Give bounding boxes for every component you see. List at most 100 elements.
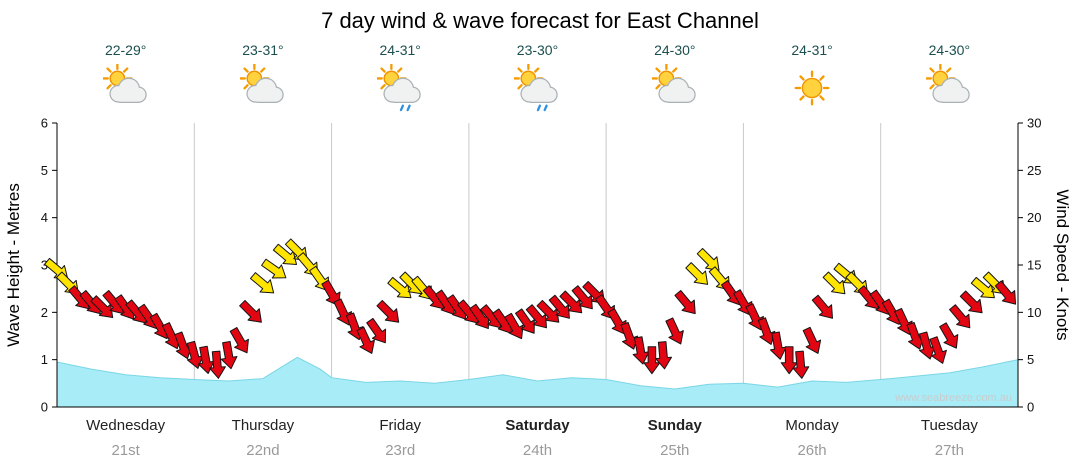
sun-cloud-rain-icon bbox=[376, 63, 421, 112]
wave-tick-label: 1 bbox=[41, 352, 48, 367]
day-label: Monday bbox=[785, 417, 839, 434]
date-label: 25th bbox=[660, 442, 690, 459]
wind-arrow bbox=[939, 322, 959, 349]
day-temp-range: 23-31° bbox=[242, 42, 284, 58]
date-label: 27th bbox=[934, 442, 964, 459]
wind-tick-label: 30 bbox=[1027, 116, 1041, 131]
wind-arrow bbox=[186, 340, 204, 369]
wind-arrow bbox=[515, 308, 535, 334]
wind-arrow bbox=[387, 276, 412, 299]
wind-arrow bbox=[780, 346, 798, 375]
wind-arrow bbox=[655, 341, 673, 370]
day-temp-range: 24-30° bbox=[928, 42, 971, 58]
wind-arrow bbox=[261, 258, 287, 279]
sun-cloud-icon bbox=[925, 63, 971, 104]
day-temp-range: 24-30° bbox=[654, 42, 696, 58]
day-column: 24-31° bbox=[743, 42, 880, 112]
weather-icon-sun-cloud bbox=[881, 63, 1018, 112]
day-column: 23-30° bbox=[469, 42, 606, 112]
sun-cloud-icon bbox=[239, 63, 284, 104]
wind-arrow bbox=[685, 262, 709, 285]
wind-arrow bbox=[90, 295, 114, 318]
wind-arrow bbox=[959, 290, 983, 314]
wind-tick-label: 10 bbox=[1027, 305, 1041, 320]
sun-cloud-icon bbox=[651, 63, 696, 104]
wave-tick-label: 5 bbox=[41, 163, 48, 178]
day-label: Friday bbox=[379, 417, 422, 434]
wind-tick-label: 20 bbox=[1027, 210, 1041, 225]
wind-arrow bbox=[822, 271, 846, 295]
wind-arrow bbox=[239, 299, 262, 323]
weather-icon-sun-cloud-rain bbox=[332, 63, 469, 112]
sun-cloud-rain-icon bbox=[513, 63, 559, 112]
page-title: 7 day wind & wave forecast for East Chan… bbox=[321, 8, 759, 33]
day-label: Tuesday bbox=[920, 417, 978, 434]
day-separators bbox=[193, 123, 882, 407]
wind-arrow bbox=[504, 312, 524, 340]
wind-arrow bbox=[802, 326, 822, 354]
wind-arrow bbox=[220, 340, 238, 370]
wind-arrow bbox=[249, 272, 275, 294]
day-column: 24-30° bbox=[881, 42, 1018, 112]
wind-arrow bbox=[559, 290, 583, 314]
wind-arrow bbox=[208, 350, 226, 379]
sun-icon bbox=[794, 70, 830, 106]
wind-arrow bbox=[994, 280, 1017, 305]
wind-arrow bbox=[197, 345, 215, 374]
wind-arrow bbox=[918, 331, 936, 360]
day-temp-range: 23-30° bbox=[516, 42, 559, 58]
wave-tick-label: 2 bbox=[41, 305, 48, 320]
wind-arrow bbox=[970, 276, 995, 299]
day-temp-range: 24-31° bbox=[379, 42, 421, 58]
day-temp-range: 24-31° bbox=[791, 42, 833, 58]
wind-arrows bbox=[44, 238, 1017, 379]
wave-tick-label: 3 bbox=[41, 258, 48, 273]
wind-tick-label: 15 bbox=[1027, 258, 1041, 273]
wind-arrow bbox=[548, 294, 570, 319]
watermark: www.seabreeze.com.au bbox=[894, 392, 1012, 404]
wind-arrow bbox=[376, 299, 400, 323]
day-label: Saturday bbox=[505, 417, 570, 434]
sun-cloud-icon bbox=[101, 63, 147, 104]
day-temp-range: 22-29° bbox=[104, 42, 147, 58]
wind-arrow bbox=[632, 336, 650, 365]
day-label: Sunday bbox=[647, 417, 702, 434]
wind-arrow bbox=[757, 317, 776, 345]
wind-tick-label: 5 bbox=[1027, 352, 1034, 367]
wind-arrow bbox=[792, 350, 810, 379]
wind-arrow bbox=[571, 285, 593, 310]
weather-icon-sun-cloud bbox=[606, 63, 743, 112]
wind-arrow bbox=[769, 331, 787, 360]
wind-arrow bbox=[665, 317, 684, 345]
wind-arrow bbox=[674, 289, 696, 315]
day-column: 24-31° bbox=[332, 42, 469, 112]
wind-arrow bbox=[643, 346, 661, 375]
wave-tick-label: 6 bbox=[41, 116, 48, 131]
wind-arrow bbox=[525, 304, 547, 329]
wave-tick-label: 0 bbox=[41, 400, 48, 415]
wind-tick-label: 0 bbox=[1027, 400, 1034, 415]
day-column: 23-31° bbox=[194, 42, 331, 112]
date-label: 23rd bbox=[385, 442, 416, 459]
wind-arrow bbox=[321, 279, 341, 307]
day-label: Thursday bbox=[231, 417, 295, 434]
weather-icon-sun-cloud bbox=[194, 63, 331, 112]
day-column: 22-29° bbox=[57, 42, 194, 112]
wind-tick-label: 25 bbox=[1027, 163, 1041, 178]
wind-arrow bbox=[811, 294, 833, 319]
wind-arrow bbox=[949, 304, 971, 329]
wind-arrow bbox=[929, 336, 947, 364]
weather-icon-sun-cloud-rain bbox=[469, 63, 606, 112]
wind-arrow bbox=[366, 317, 387, 344]
wind-arrow bbox=[620, 321, 639, 350]
wave-height-area bbox=[56, 356, 1019, 408]
wave-tick-label: 4 bbox=[41, 210, 48, 225]
weather-icon-sun bbox=[743, 64, 880, 112]
day-label: Wednesday bbox=[86, 417, 166, 434]
date-label: 24th bbox=[522, 442, 553, 459]
date-label: 22nd bbox=[246, 442, 280, 459]
weather-icon-sun-cloud bbox=[57, 63, 194, 112]
wind-arrow bbox=[229, 327, 249, 354]
